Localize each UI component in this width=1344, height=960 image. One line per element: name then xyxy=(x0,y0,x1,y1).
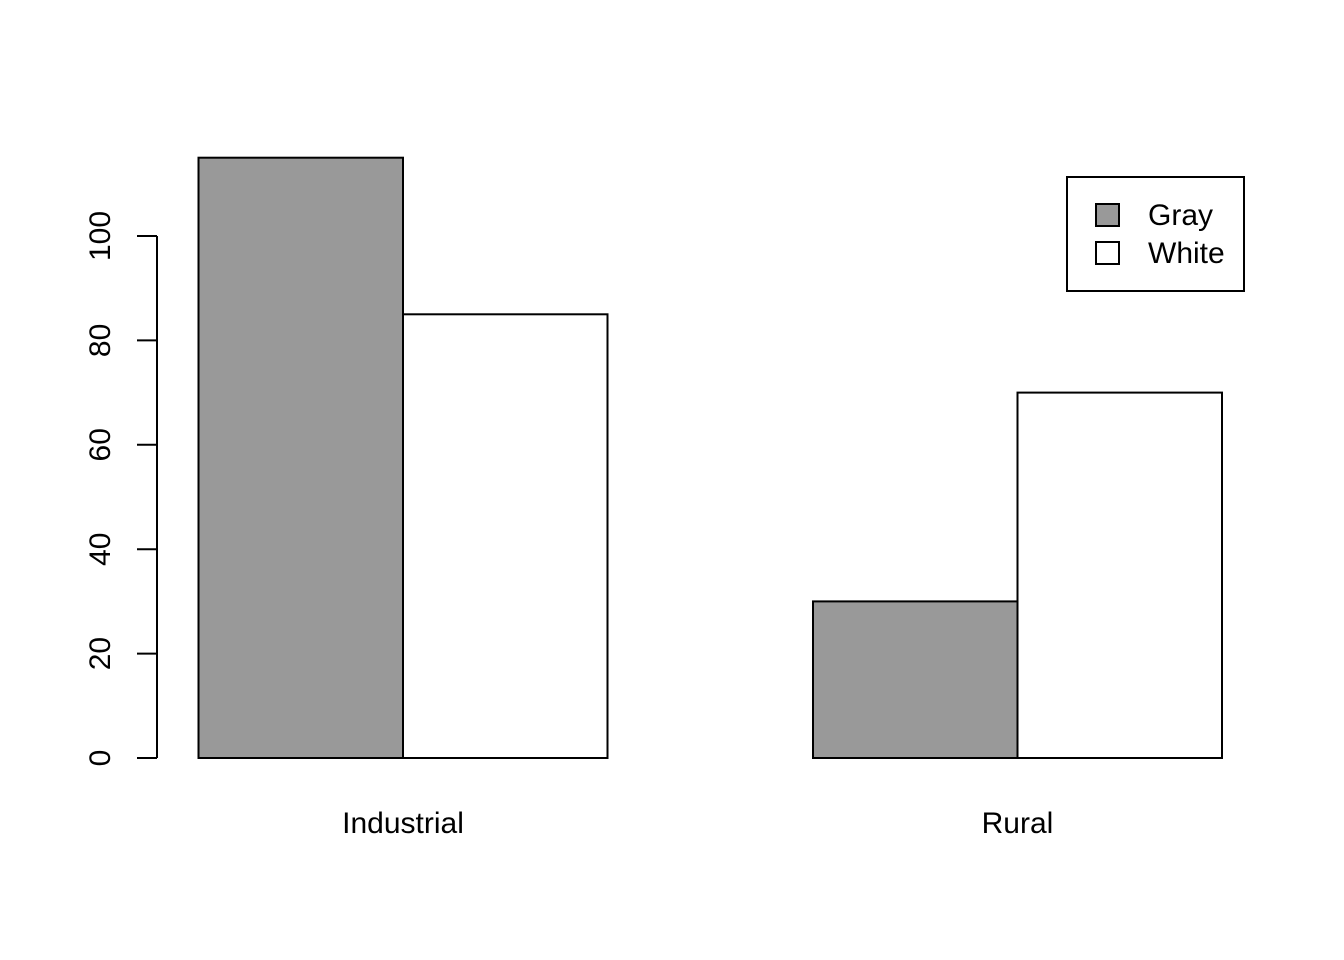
y-tick-label-100: 100 xyxy=(84,211,117,261)
legend-swatch-white xyxy=(1095,241,1120,265)
y-tick-label-0: 0 xyxy=(84,750,117,767)
legend-label-gray: Gray xyxy=(1148,199,1213,232)
y-tick-label-40: 40 xyxy=(84,533,117,566)
legend: Gray White xyxy=(1066,176,1245,292)
y-tick-label-80: 80 xyxy=(84,324,117,357)
bar-white-rural xyxy=(1016,391,1223,759)
legend-swatch-gray xyxy=(1095,203,1120,227)
y-axis: 0 20 40 60 80 100 xyxy=(84,211,158,767)
y-tick-label-60: 60 xyxy=(84,428,117,461)
bars-group xyxy=(197,156,1223,760)
bar-white-industrial xyxy=(402,313,609,759)
bar-gray-industrial xyxy=(197,156,404,759)
x-label-rural: Rural xyxy=(982,807,1054,840)
x-axis-labels: Industrial Rural xyxy=(342,807,1053,840)
bar-gray-rural xyxy=(812,600,1019,760)
legend-label-white: White xyxy=(1148,237,1225,270)
legend-box xyxy=(1066,176,1245,292)
x-label-industrial: Industrial xyxy=(342,807,464,840)
y-tick-label-20: 20 xyxy=(84,637,117,670)
